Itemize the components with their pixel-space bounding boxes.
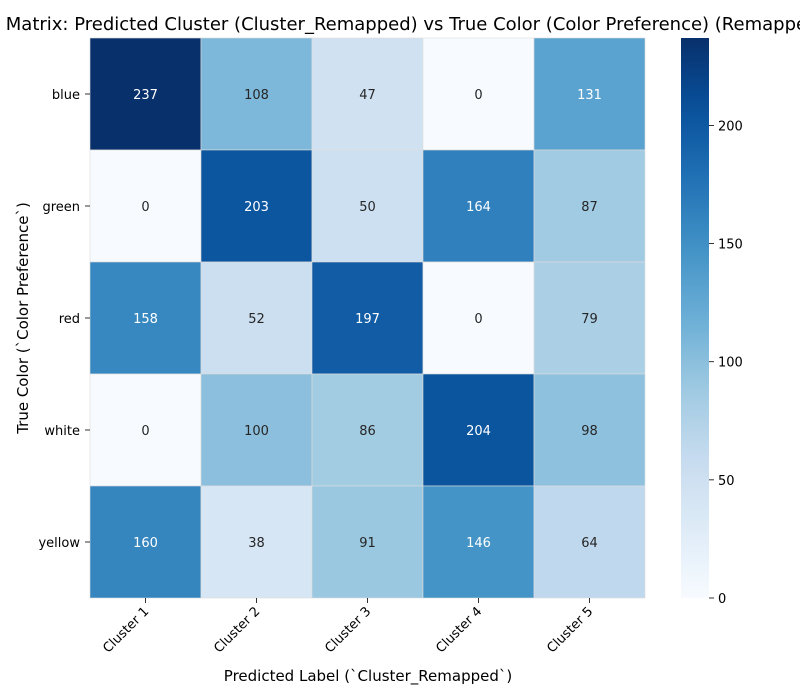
colorbar-gradient bbox=[681, 38, 709, 598]
cell-value-label: 100 bbox=[244, 424, 269, 439]
heatmap-cell bbox=[533, 149, 646, 263]
y-axis-label: True Color (`Color Preference`) bbox=[14, 202, 32, 435]
heatmap-cells: 237 108 47 0 131 0 203 50 164 87 158 52 197 0 79 0 100 86… bbox=[89, 37, 646, 599]
y-tick-label: green bbox=[42, 200, 80, 215]
heatmap-cell bbox=[89, 37, 202, 151]
cell-value-label: 79 bbox=[581, 312, 598, 327]
y-tick-label: red bbox=[59, 312, 80, 327]
x-tick-label: Cluster 3 bbox=[322, 604, 374, 656]
x-axis-ticks: Cluster 1 Cluster 2 Cluster 3 Cluster 4 Clus… bbox=[100, 598, 596, 656]
x-tick-label: Cluster 4 bbox=[433, 604, 485, 656]
cell-value-label: 87 bbox=[581, 200, 598, 215]
cell-value-label: 52 bbox=[248, 312, 265, 327]
x-tick-label: Cluster 2 bbox=[211, 604, 263, 656]
cell-value-label: 203 bbox=[244, 200, 269, 215]
colorbar-tick-label: 200 bbox=[718, 119, 743, 134]
heatmap-cell bbox=[533, 373, 646, 487]
colorbar-tick-label: 150 bbox=[718, 238, 743, 253]
cell-value-label: 98 bbox=[581, 424, 598, 439]
cell-value-label: 0 bbox=[141, 200, 149, 215]
y-axis-ticks: blue green red white yellow bbox=[38, 88, 90, 551]
colorbar-tick-label: 0 bbox=[718, 592, 726, 607]
heatmap-cell bbox=[311, 373, 424, 487]
heatmap-cell bbox=[311, 149, 424, 263]
y-tick-label: white bbox=[44, 424, 80, 439]
colorbar-tick-label: 50 bbox=[718, 474, 735, 489]
x-axis-label: Predicted Label (`Cluster_Remapped`) bbox=[224, 667, 512, 686]
heatmap-cell bbox=[311, 485, 424, 599]
heatmap-cell bbox=[422, 373, 535, 487]
cell-value-label: 164 bbox=[466, 200, 491, 215]
cell-value-label: 204 bbox=[466, 424, 491, 439]
cell-value-label: 86 bbox=[359, 424, 376, 439]
cell-value-label: 64 bbox=[581, 536, 598, 551]
cell-value-label: 158 bbox=[133, 312, 158, 327]
cell-value-label: 146 bbox=[466, 536, 491, 551]
cell-value-label: 91 bbox=[359, 536, 376, 551]
heatmap-cell bbox=[533, 37, 646, 151]
heatmap-cell bbox=[311, 37, 424, 151]
chart-title: Confusion Matrix: Predicted Cluster (Clu… bbox=[0, 14, 800, 35]
heatmap-cell bbox=[311, 261, 424, 375]
cell-value-label: 0 bbox=[141, 424, 149, 439]
heatmap-cell bbox=[422, 261, 535, 375]
y-tick-label: yellow bbox=[38, 536, 80, 551]
heatmap-cell bbox=[533, 261, 646, 375]
cell-value-label: 160 bbox=[133, 536, 158, 551]
heatmap-cell bbox=[89, 149, 202, 263]
cell-value-label: 0 bbox=[474, 88, 482, 103]
cell-value-label: 50 bbox=[359, 200, 376, 215]
heatmap-cell bbox=[422, 37, 535, 151]
cell-value-label: 197 bbox=[355, 312, 380, 327]
cell-value-label: 131 bbox=[577, 88, 602, 103]
heatmap-cell bbox=[533, 485, 646, 599]
heatmap-cell bbox=[200, 37, 313, 151]
heatmap-cell bbox=[200, 485, 313, 599]
cell-value-label: 237 bbox=[133, 88, 158, 103]
cell-value-label: 108 bbox=[244, 88, 269, 103]
cell-value-label: 38 bbox=[248, 536, 265, 551]
cell-value-label: 47 bbox=[359, 88, 376, 103]
y-tick-label: blue bbox=[52, 88, 80, 103]
cell-value-label: 0 bbox=[474, 312, 482, 327]
x-tick-label: Cluster 1 bbox=[100, 604, 152, 656]
colorbar: 0 50 100 150 200 bbox=[681, 38, 743, 607]
x-tick-label: Cluster 5 bbox=[544, 604, 596, 656]
colorbar-tick-label: 100 bbox=[718, 356, 743, 371]
heatmap-cell bbox=[89, 485, 202, 599]
heatmap-cell bbox=[200, 261, 313, 375]
heatmap-cell bbox=[200, 373, 313, 487]
heatmap-cell bbox=[200, 149, 313, 263]
